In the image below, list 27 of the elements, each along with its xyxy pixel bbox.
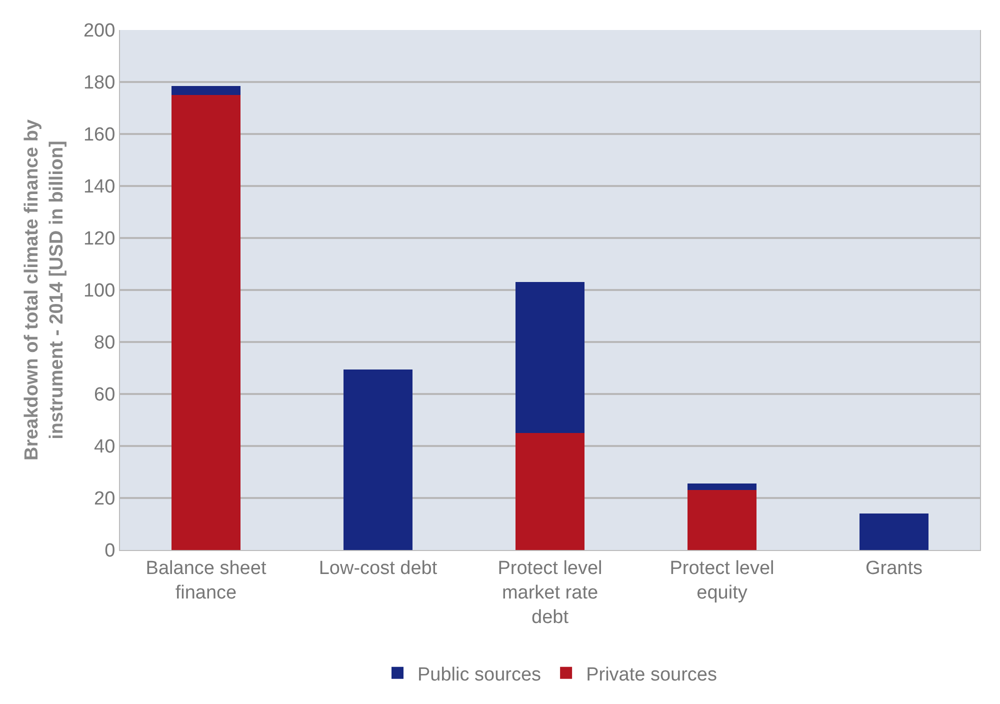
y-tick-label: 0: [104, 540, 116, 562]
x-tick-label: Balance sheet finance: [146, 558, 267, 604]
y-tick-label: 20: [94, 488, 116, 510]
bar: [344, 369, 412, 550]
bar: [688, 484, 756, 490]
legend-label: Private sources: [586, 664, 718, 686]
y-tick-label: 140: [83, 176, 116, 198]
y-tick-label: 60: [94, 384, 116, 406]
bar: [172, 86, 240, 95]
bar: [516, 433, 584, 550]
x-tick-label: Protect level market rate debt: [498, 558, 602, 628]
x-tick-label: Protect level equity: [670, 558, 774, 604]
y-tick-label: 120: [83, 228, 116, 250]
legend-label: Public sources: [418, 664, 542, 686]
y-tick-label: 40: [94, 436, 116, 458]
y-tick-label: 100: [83, 280, 116, 302]
bar: [688, 490, 756, 550]
y-tick-label: 160: [83, 124, 116, 146]
bar: [516, 282, 584, 433]
y-tick-label: 200: [83, 20, 116, 42]
y-axis-title: Breakdown of total climate finance by instrument - 2014 [USD in billion]: [22, 119, 68, 461]
y-tick-label: 80: [94, 332, 116, 354]
x-tick-label: Grants: [865, 558, 923, 579]
bar: [172, 95, 240, 550]
y-tick-label: 180: [83, 72, 116, 94]
x-tick-label: Low-cost debt: [318, 558, 438, 579]
bar: [860, 514, 928, 550]
